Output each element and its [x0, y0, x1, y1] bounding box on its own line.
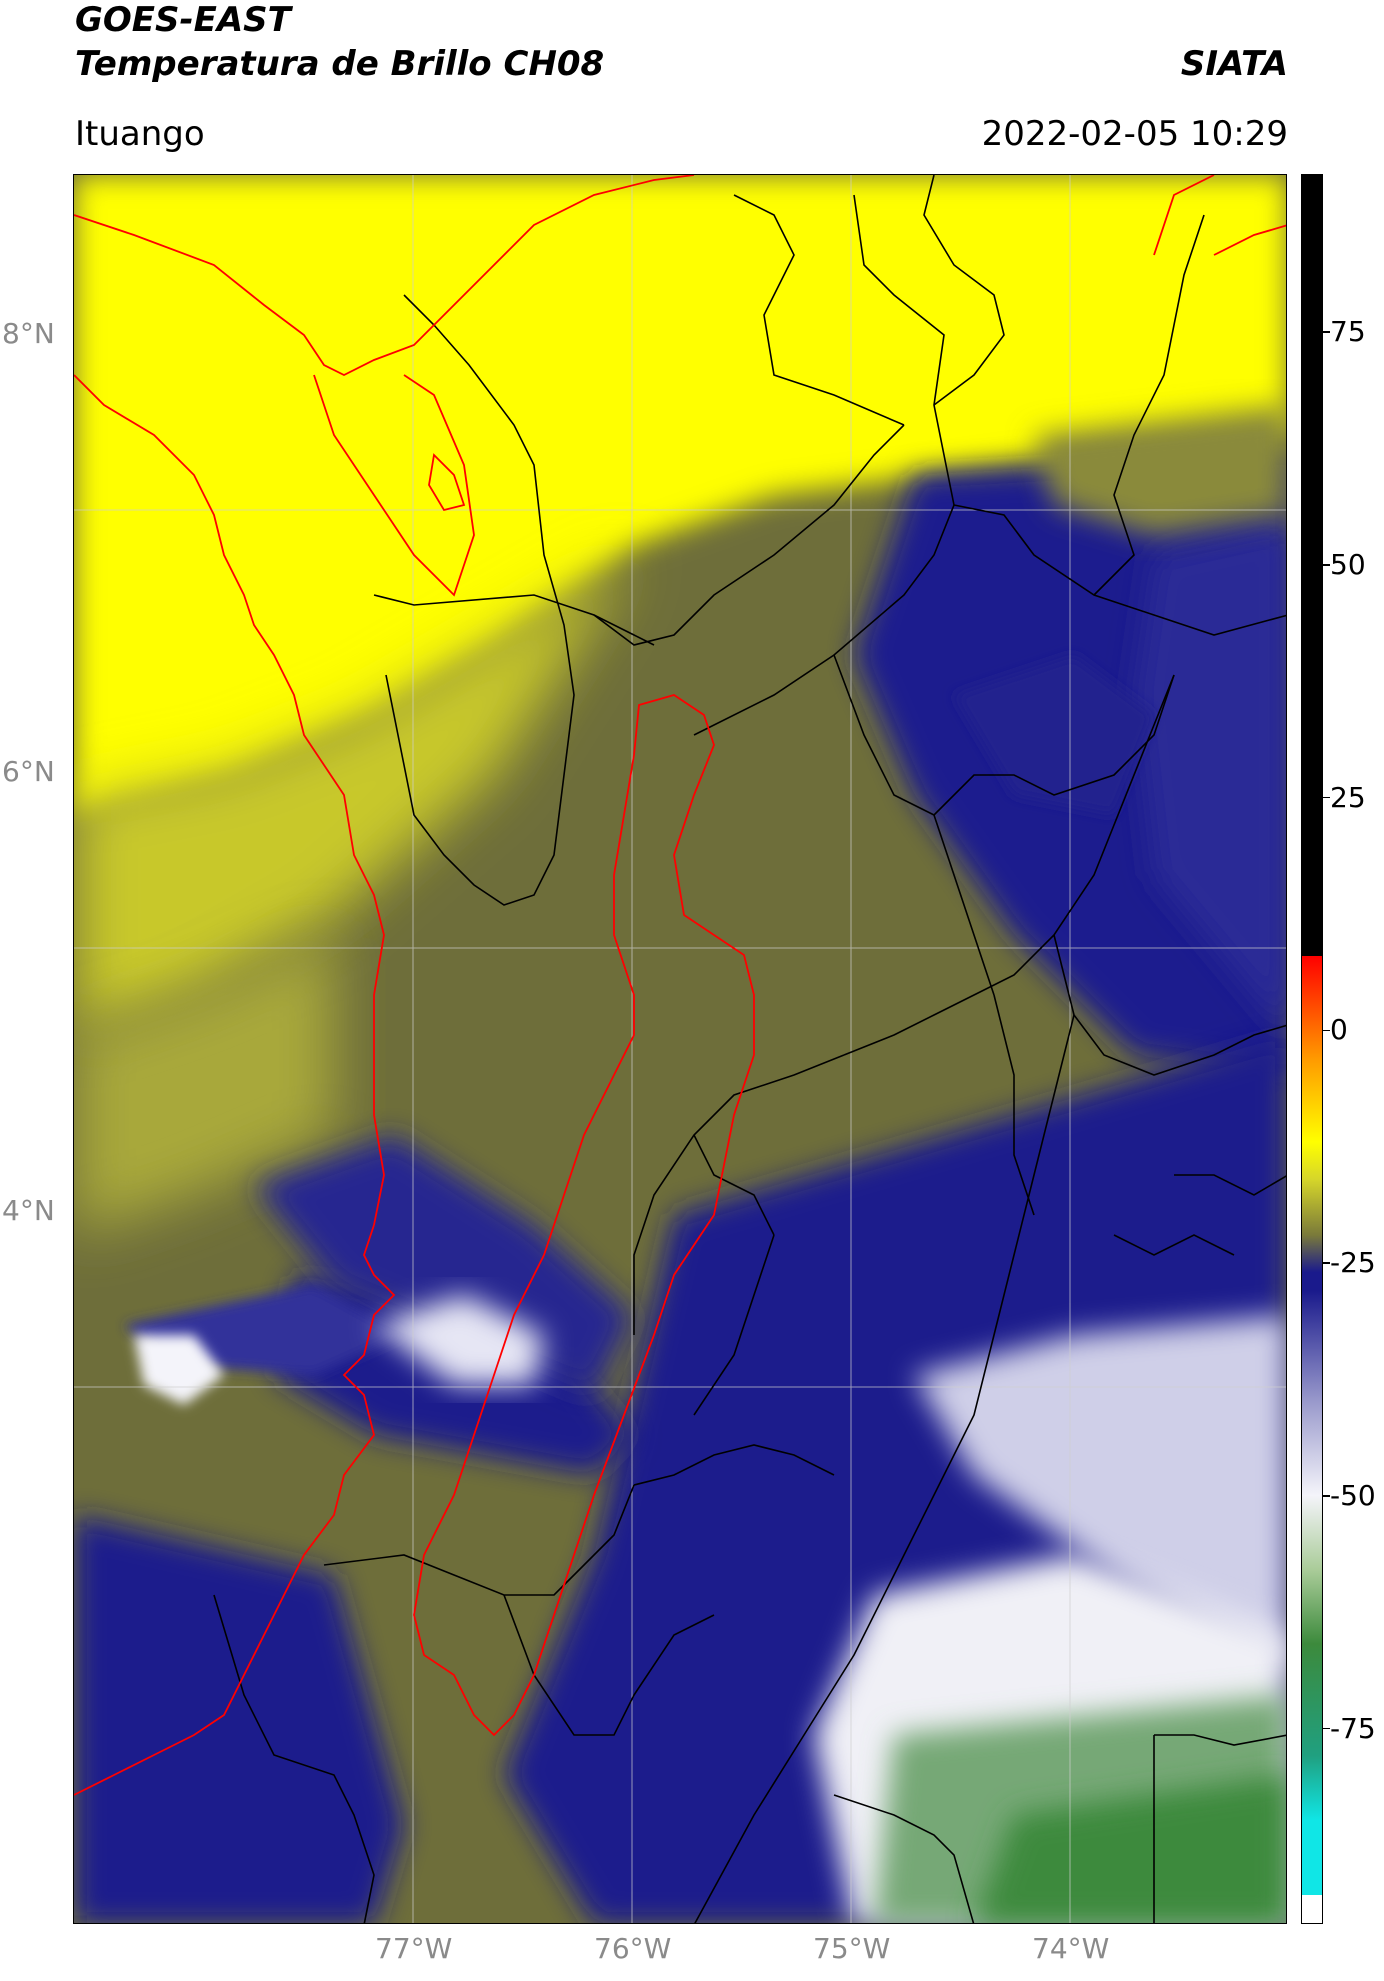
- title-line-2: Temperatura de Brillo CH08: [75, 44, 605, 84]
- colorbar-tick-label: -25: [1330, 1246, 1376, 1280]
- temperature-field: [74, 175, 1286, 1923]
- colorbar-tick-mark: [1323, 1029, 1330, 1032]
- colorbar-tick-label: -50: [1330, 1478, 1376, 1512]
- coastline: [74, 175, 1286, 1796]
- lon-label-74w: 74°W: [1032, 1932, 1110, 1965]
- colorbar-tick-label: 50: [1330, 547, 1366, 581]
- colorbar-tick-mark: [1323, 1262, 1330, 1264]
- region-label: Ituango: [75, 114, 205, 154]
- colorbar-tick-label: 25: [1330, 780, 1366, 814]
- graticule: [74, 175, 1286, 1923]
- lon-label-75w: 75°W: [813, 1932, 891, 1965]
- colorbar-tick-label: 75: [1330, 315, 1366, 349]
- colorbar-tick-mark: [1323, 1495, 1330, 1497]
- map-canvas: [74, 175, 1286, 1923]
- lat-label-8n: 8°N: [2, 317, 55, 350]
- colorbar-tick-mark: [1323, 564, 1330, 566]
- lat-label-4n: 4°N: [2, 1194, 55, 1227]
- colorbar-tick-mark: [1323, 331, 1330, 333]
- colorbar-tick-label: -75: [1330, 1711, 1376, 1745]
- colorbar-tick-mark: [1323, 1727, 1330, 1730]
- ituango-region-outline: [413, 694, 755, 1737]
- lon-label-76w: 76°W: [594, 1932, 672, 1965]
- colorbar-tick-label: 0: [1330, 1013, 1348, 1047]
- title-line-1: GOES-EAST: [75, 0, 291, 40]
- datetime-label: 2022-02-05 10:29: [981, 114, 1288, 154]
- satellite-map[interactable]: [73, 174, 1287, 1924]
- lon-label-77w: 77°W: [375, 1932, 453, 1965]
- colorbar: [1301, 174, 1323, 1924]
- political-borders: [213, 175, 1286, 1923]
- colorbar-tick-mark: [1323, 796, 1330, 799]
- lat-label-6n: 6°N: [2, 755, 55, 788]
- brand-label: SIATA: [1180, 44, 1288, 84]
